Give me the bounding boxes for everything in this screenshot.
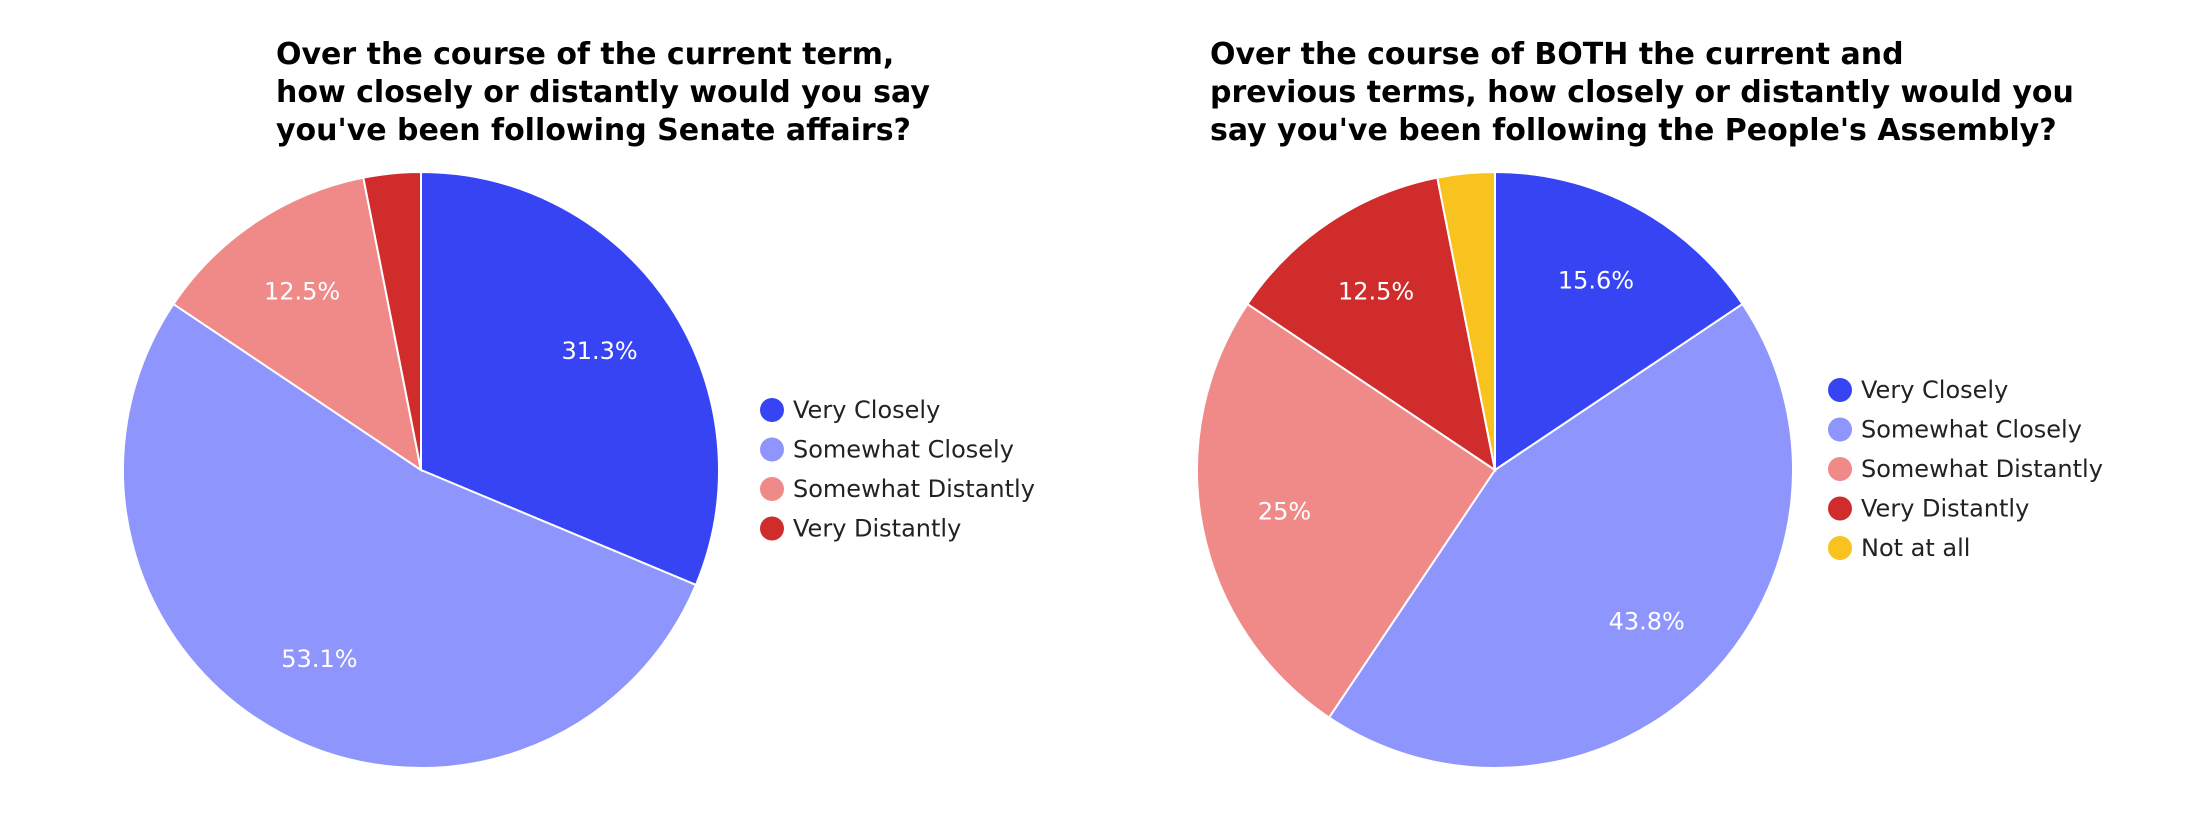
legend-label: Not at all — [1861, 534, 1970, 562]
legend-label: Somewhat Distantly — [793, 475, 1035, 503]
pie-slice-somewhat-distantly[interactable] — [172, 176, 423, 473]
legend-swatch — [760, 437, 784, 462]
slice-data-label: 15.6% — [1558, 267, 1634, 295]
legend-swatch — [760, 398, 784, 422]
legend-label: Very Distantly — [793, 515, 961, 543]
legend-swatch — [1828, 536, 1852, 560]
legend-label: Somewhat Closely — [1861, 416, 2082, 444]
pie-slice-very-closely[interactable] — [1494, 170, 1744, 472]
chart-title-line: you've been following Senate affairs? — [276, 113, 911, 148]
slice-data-label: 53.1% — [281, 645, 357, 673]
legend-label: Very Closely — [793, 396, 940, 424]
pie-slice-somewhat-closely[interactable] — [1327, 302, 1794, 769]
slice-data-label: 25% — [1258, 498, 1311, 526]
legend-item-very-distantly[interactable]: Very Distantly — [1828, 495, 2029, 523]
pie-slice-somewhat-closely[interactable] — [122, 302, 698, 769]
legend-label: Somewhat Closely — [793, 436, 1014, 464]
chart-title: Over the course of the current term, how… — [276, 36, 1036, 150]
legend-item-somewhat-closely[interactable]: Somewhat Closely — [1828, 416, 2082, 444]
slice-data-label: 43.8% — [1609, 608, 1685, 636]
legend-item-not-at-all[interactable]: Not at all — [1828, 534, 1970, 562]
legend-swatch — [1828, 417, 1852, 442]
legend-swatch — [760, 516, 784, 541]
pie-chart-senate: Over the course of the current term, how… — [122, 36, 1036, 769]
legend-swatch — [1828, 378, 1852, 402]
chart-title-line: Over the course of BOTH the current and — [1210, 37, 1904, 72]
legend-item-somewhat-distantly[interactable]: Somewhat Distantly — [1828, 455, 2103, 483]
pie-chart-peoples-assembly: Over the course of BOTH the current and … — [1095, 0, 2190, 830]
legend-item-somewhat-distantly[interactable]: Somewhat Distantly — [760, 475, 1035, 503]
legend-swatch — [1828, 496, 1852, 521]
pie-chart-svg: 15.6% 43.8% 25% 12.5% Very Closely Somewhat C… — [1196, 170, 2103, 769]
pie-slice-somewhat-distantly[interactable] — [1196, 302, 1497, 719]
pie-slice-very-closely[interactable] — [420, 170, 720, 587]
slice-data-label: 12.5% — [1338, 277, 1414, 305]
legend-item-very-distantly[interactable]: Very Distantly — [760, 515, 961, 543]
chart-title: Over the course of BOTH the current and … — [1210, 36, 2074, 150]
legend-swatch — [1828, 457, 1852, 481]
legend-item-very-closely[interactable]: Very Closely — [760, 396, 940, 424]
chart-title-line: Over the course of the current term, — [276, 37, 895, 72]
legend-label: Very Distantly — [1861, 495, 2029, 523]
legend-item-somewhat-closely[interactable]: Somewhat Closely — [760, 436, 1014, 464]
chart-title-line: say you've been following the People's A… — [1210, 113, 2057, 148]
legend-swatch — [760, 477, 784, 501]
pie-slice-very-distantly[interactable] — [362, 170, 422, 471]
pie-slice-not-at-all[interactable] — [1436, 170, 1496, 471]
legend-item-very-closely[interactable]: Very Closely — [1828, 376, 2008, 404]
slice-data-label: 12.5% — [264, 277, 340, 305]
pie-chart-svg: 31.3% 53.1% 12.5% Very Closely Somewhat Clos… — [122, 170, 1035, 769]
legend-label: Somewhat Distantly — [1861, 455, 2103, 483]
slice-data-label: 31.3% — [561, 337, 637, 365]
pie-slice-very-distantly[interactable] — [1246, 176, 1497, 473]
legend-label: Very Closely — [1861, 376, 2008, 404]
chart-title-line: how closely or distantly would you say — [276, 75, 930, 110]
chart-title-line: previous terms, how closely or distantly… — [1210, 75, 2074, 110]
